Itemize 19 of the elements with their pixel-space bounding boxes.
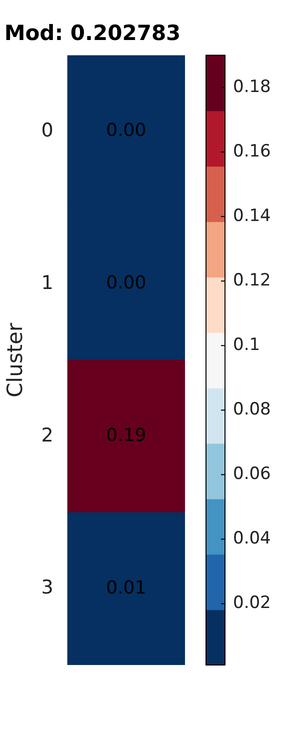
color-bar-label: 0.14 [233, 206, 271, 226]
color-bar-label: 0.18 [233, 76, 271, 97]
data-label: 0.01 [106, 577, 146, 598]
chart-title: Mod: 0.202783 [4, 21, 181, 46]
data-label: 0.00 [106, 120, 146, 142]
y-tick-label: 1 [41, 272, 54, 294]
color-bar-label: 0.04 [233, 528, 271, 549]
y-tick-label: 2 [41, 424, 54, 446]
y-tick-label: 0 [41, 119, 54, 142]
color-bar-label: 0.16 [233, 141, 271, 162]
y-axis-title: Cluster [3, 322, 28, 398]
color-bar-label: 0.02 [233, 593, 271, 614]
color-bar-label: 0.12 [233, 270, 271, 290]
data-label: 0.00 [106, 272, 146, 294]
color-bar-label: 0.06 [233, 464, 271, 484]
color-bar-label: 0.1 [233, 335, 260, 356]
y-tick-label: 3 [41, 576, 54, 599]
data-label: 0.19 [106, 424, 146, 446]
color-bar-label: 0.08 [233, 400, 271, 420]
